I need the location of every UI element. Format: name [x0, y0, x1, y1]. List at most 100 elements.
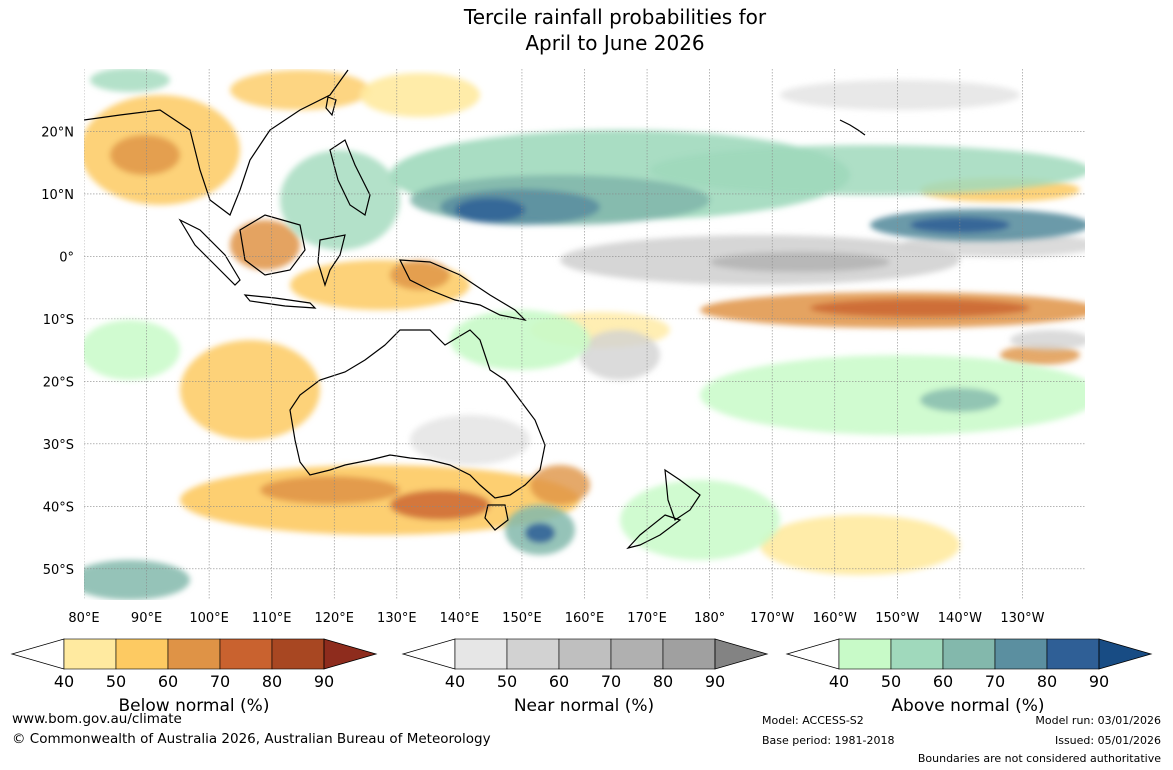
- colorbar-tick: 50: [106, 672, 126, 691]
- footer-copyright: © Commonwealth of Australia 2026, Austra…: [12, 731, 491, 747]
- shade-nn-ne: [1010, 330, 1085, 350]
- colorbar-tick: 50: [497, 672, 517, 691]
- shade-bn-bight: [390, 490, 490, 520]
- legend-label-above: Above normal (%): [891, 696, 1045, 716]
- colorbar-tick: 60: [933, 672, 953, 691]
- colorbar-above: 40 50 60 70 80 90: [785, 638, 1153, 691]
- footer-issued: Issued: 05/01/2026: [1054, 734, 1161, 747]
- colorbar-segment: [1098, 638, 1153, 670]
- shade-an-sw: [84, 560, 190, 600]
- longitude-label: 90°E: [131, 611, 162, 626]
- nz-south-coast: [626, 514, 682, 550]
- asia-coast: [84, 69, 349, 216]
- longitude-label: 100°E: [189, 611, 229, 626]
- colorbar-tick: 90: [1089, 672, 1109, 691]
- longitude-label: 160°W: [813, 611, 857, 626]
- colorbar-tick: 70: [601, 672, 621, 691]
- probability-shading: [84, 69, 1085, 600]
- longitude-label: 170°E: [627, 611, 667, 626]
- map-title: Tercile rainfall probabilities for April…: [0, 4, 1173, 56]
- shade-an-indian: [84, 320, 180, 380]
- colorbar-segment: [115, 638, 169, 670]
- longitude-label: 180°: [694, 611, 725, 626]
- colorbar-segment: [323, 638, 378, 670]
- shade-bn-china: [360, 73, 480, 117]
- coastlines: [84, 69, 866, 550]
- above-normal-shading: [84, 69, 1085, 600]
- colorbar-segment: [506, 638, 560, 670]
- shade-nn-eqpac-core: [710, 252, 890, 272]
- longitude-label: 110°E: [252, 611, 292, 626]
- footer-disclaimer: Boundaries are not considered authoritat…: [917, 752, 1161, 765]
- shade-bn-waus: [180, 340, 320, 440]
- colorbar-segment: [1046, 638, 1100, 670]
- shade-bn-sea-core: [110, 135, 180, 175]
- shade-bn-tasman: [530, 465, 590, 505]
- colorbar-tick: 40: [54, 672, 74, 691]
- shade-nn-north: [780, 80, 1020, 110]
- colorbar-segment: [10, 638, 65, 670]
- latitude-label: 30°S: [43, 438, 74, 453]
- colorbar-segment: [63, 638, 117, 670]
- title-line-2: April to June 2026: [525, 31, 705, 55]
- colorbar-tick: 80: [262, 672, 282, 691]
- colorbar-tick: 80: [1037, 672, 1057, 691]
- colorbar-tick: 70: [210, 672, 230, 691]
- java-coast: [243, 294, 317, 309]
- shade-bn-south: [760, 515, 960, 575]
- shade-bn-borneo: [230, 220, 300, 270]
- colorbar-segment: [610, 638, 664, 670]
- colorbar-segment: [558, 638, 612, 670]
- shade-an-nz-core: [525, 523, 555, 543]
- tasmania-coast: [484, 504, 509, 531]
- colorbar-segment: [401, 638, 456, 670]
- footer-model: Model: ACCESS-S2: [762, 714, 864, 727]
- longitude-label: 160°E: [565, 611, 605, 626]
- shade-an-npac-peak: [455, 198, 525, 222]
- colorbar-tick: 70: [985, 672, 1005, 691]
- colorbar-segment: [785, 638, 840, 670]
- colorbar-segment: [994, 638, 1048, 670]
- shade-an-nw: [90, 69, 170, 92]
- legend-label-below: Below normal (%): [118, 696, 270, 716]
- longitude-label: 130°E: [377, 611, 417, 626]
- latitude-label: 50°S: [43, 563, 74, 578]
- shade-bn-spac: [1000, 345, 1080, 365]
- legend-label-near: Near normal (%): [513, 696, 655, 716]
- colorbar-segment: [942, 638, 996, 670]
- colorbar-segment: [454, 638, 508, 670]
- shade-an-south: [620, 480, 780, 560]
- colorbar-near: 40 50 60 70 80 90: [401, 638, 769, 691]
- longitude-label: 140°W: [938, 611, 982, 626]
- colorbar-tick: 50: [881, 672, 901, 691]
- colorbar-segment: [714, 638, 769, 670]
- footer-url[interactable]: www.bom.gov.au/climate: [12, 711, 182, 727]
- shade-nn-coral: [580, 330, 660, 380]
- colorbar-tick: 60: [549, 672, 569, 691]
- hawaii-coast: [839, 119, 866, 136]
- colorbar-below: 40 50 60 70 80 90: [10, 638, 378, 691]
- colorbar-tick: 40: [829, 672, 849, 691]
- footer-base-period: Base period: 1981-2018: [762, 734, 895, 747]
- longitude-label: 140°E: [440, 611, 480, 626]
- colorbar-tick: 40: [445, 672, 465, 691]
- colorbar-segment: [838, 638, 892, 670]
- latitude-label: 20°N: [41, 125, 74, 140]
- longitude-labels: 80°E 90°E 100°E 110°E 120°E 130°E 140°E 150°E 16…: [68, 611, 1044, 626]
- shade-bn-eqpac-core: [810, 299, 1030, 317]
- nz-north-coast: [664, 468, 701, 521]
- sumatra-coast: [178, 218, 241, 286]
- philippines-coast: [329, 139, 371, 216]
- longitude-label: 170°W: [750, 611, 794, 626]
- colorbar-tick: 90: [705, 672, 725, 691]
- australia-coast: [289, 329, 546, 499]
- colorbar-tick: 80: [653, 672, 673, 691]
- latitude-label: 20°S: [43, 375, 74, 390]
- new-guinea-coast: [398, 259, 527, 321]
- colorbar-tick: 90: [314, 672, 334, 691]
- shade-bn-png: [390, 260, 450, 290]
- latitude-label: 40°S: [43, 500, 74, 515]
- colorbar-segment: [662, 638, 716, 670]
- longitude-label: 130°W: [1000, 611, 1044, 626]
- sulawesi-coast: [317, 234, 346, 287]
